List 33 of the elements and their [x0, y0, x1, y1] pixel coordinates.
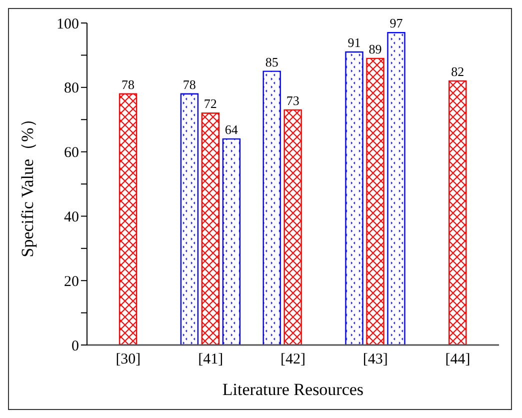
bar: [345, 51, 364, 345]
bar: [180, 93, 199, 345]
x-tick-label: [44]: [445, 352, 470, 368]
bar: [262, 70, 281, 345]
x-tick-label: [42]: [280, 352, 306, 368]
bar: [387, 32, 406, 345]
x-tick-label: [43]: [362, 352, 388, 368]
bar: [366, 58, 384, 345]
data-label: 73: [286, 92, 300, 108]
bar: [201, 112, 220, 345]
y-tick-label: 20: [64, 274, 79, 290]
data-label: 64: [224, 122, 238, 137]
y-axis-title: Specific Value（%）: [18, 110, 38, 258]
x-axis-title: Literature Resources: [222, 380, 364, 399]
bar: [222, 138, 241, 345]
data-label: 82: [451, 64, 464, 79]
x-tick-label: [30]: [116, 352, 141, 368]
bar: [448, 80, 467, 345]
bar: [118, 93, 138, 345]
y-tick-label: 60: [64, 145, 79, 162]
data-label: 91: [348, 34, 361, 50]
data-label: 85: [265, 54, 278, 70]
bar: [284, 109, 302, 345]
y-tick-label: 40: [64, 210, 79, 226]
data-label: 72: [204, 96, 217, 112]
y-tick-label: 0: [72, 338, 79, 354]
data-label: 78: [182, 76, 196, 92]
y-tick-label: 80: [64, 80, 79, 97]
data-label: 97: [390, 16, 404, 31]
data-label: 78: [122, 76, 135, 92]
data-label: 89: [368, 41, 382, 56]
x-tick-label: [41]: [198, 352, 224, 368]
y-tick-label: 100: [56, 16, 79, 32]
